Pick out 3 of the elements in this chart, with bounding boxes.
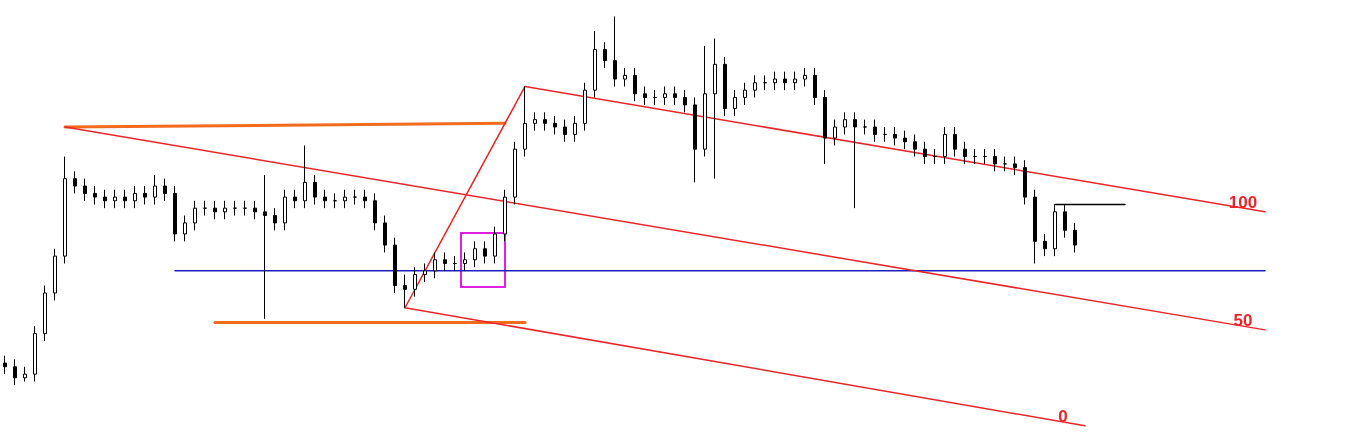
series-label: 0 xyxy=(1058,406,1068,426)
series-label: 100 xyxy=(1228,192,1258,212)
series-label: 50 xyxy=(1233,310,1253,330)
